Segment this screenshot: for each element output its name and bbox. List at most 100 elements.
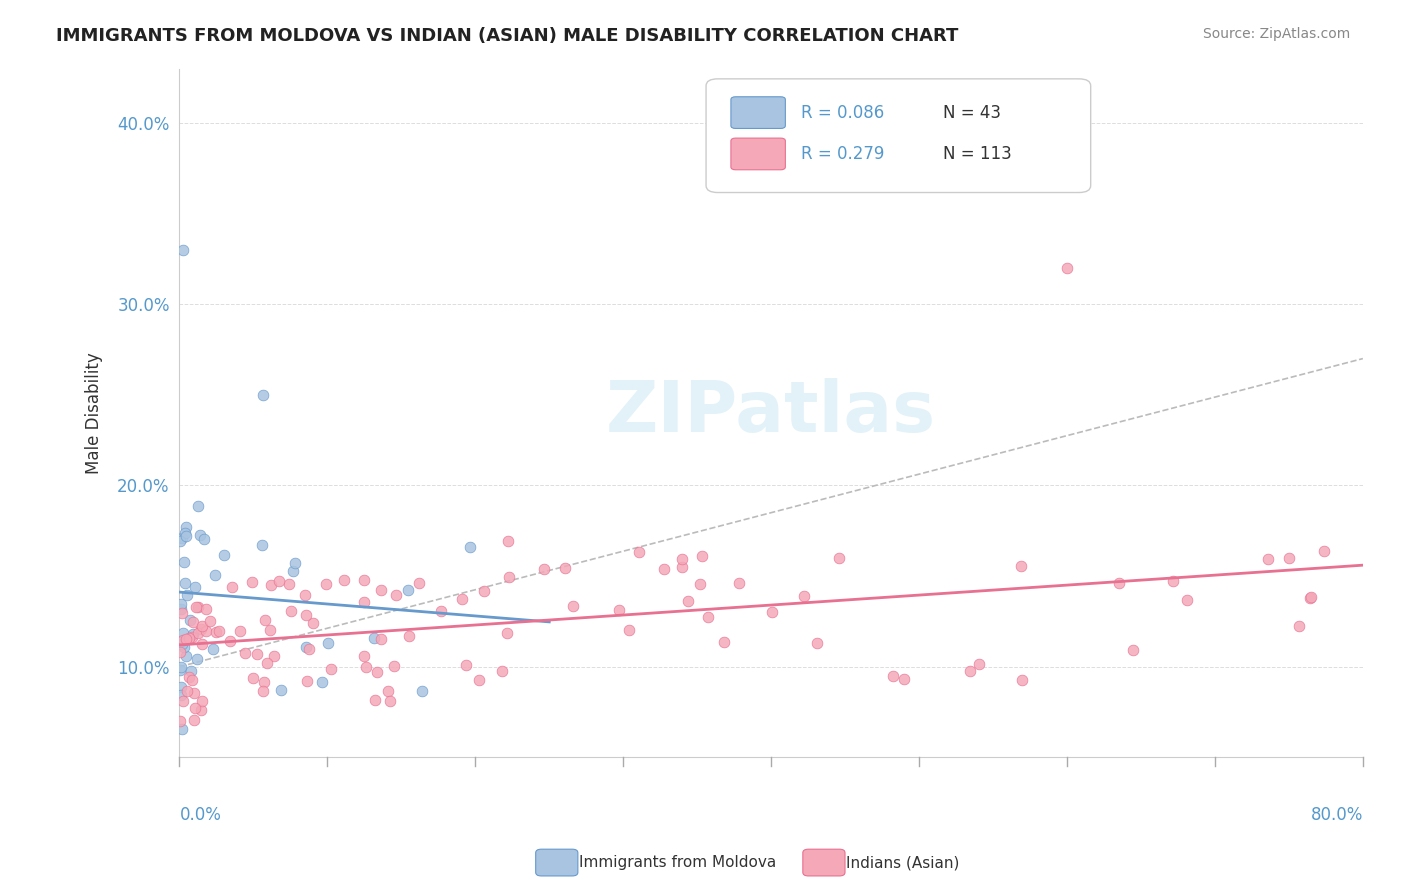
Point (174, 529, 197, 543)
Point (259, 623, 281, 637)
Point (212, 548, 235, 562)
Point (280, 604, 302, 618)
Point (191, 637, 214, 651)
Point (180, 665, 202, 679)
Point (828, 550, 851, 565)
Text: 0.0%: 0.0% (180, 805, 221, 823)
Point (205, 625, 228, 640)
Point (398, 582, 420, 597)
Point (260, 578, 283, 592)
Point (408, 576, 430, 591)
Point (173, 575, 195, 590)
Point (311, 675, 333, 690)
Point (382, 658, 405, 673)
Point (246, 647, 269, 661)
Point (1257, 552, 1279, 566)
Point (169, 663, 191, 677)
Point (294, 588, 316, 602)
Point (191, 693, 214, 707)
Point (495, 625, 517, 640)
Point (229, 624, 252, 638)
Point (294, 607, 316, 622)
Text: 80.0%: 80.0% (1310, 805, 1362, 823)
Point (561, 599, 583, 614)
Point (1301, 590, 1323, 604)
Point (1011, 673, 1033, 687)
Point (363, 693, 385, 707)
Point (173, 556, 195, 570)
Point (467, 673, 489, 687)
Point (184, 580, 207, 594)
Point (380, 694, 402, 708)
Point (689, 576, 711, 591)
Point (370, 582, 392, 597)
Point (617, 624, 640, 638)
Point (283, 564, 305, 578)
Point (187, 499, 209, 513)
Point (377, 684, 399, 698)
Point (252, 683, 274, 698)
Point (208, 624, 231, 638)
Point (297, 673, 319, 688)
Point (959, 664, 981, 678)
Point (174, 632, 197, 646)
FancyBboxPatch shape (731, 138, 786, 169)
Point (169, 533, 191, 548)
Point (169, 597, 191, 611)
Point (713, 635, 735, 649)
Point (172, 632, 194, 647)
Point (671, 552, 693, 566)
Point (882, 669, 904, 683)
Point (173, 640, 195, 654)
Point (370, 632, 392, 647)
Point (363, 631, 385, 645)
Point (173, 525, 195, 540)
Point (176, 684, 198, 698)
Point (186, 652, 208, 666)
Point (172, 694, 194, 708)
Point (184, 600, 207, 615)
Point (263, 648, 285, 663)
Point (170, 637, 193, 651)
Point (190, 527, 212, 541)
Point (628, 545, 651, 559)
Point (194, 601, 217, 615)
Point (793, 589, 815, 603)
Point (200, 614, 222, 628)
Point (172, 531, 194, 545)
Point (366, 665, 388, 679)
Point (353, 595, 375, 609)
Point (202, 641, 225, 656)
Point (240, 574, 263, 589)
Point (284, 556, 307, 570)
Point (1056, 260, 1078, 275)
Point (170, 607, 193, 621)
Point (183, 713, 205, 727)
Point (184, 701, 207, 715)
Point (893, 672, 915, 686)
Point (170, 660, 193, 674)
Point (411, 684, 433, 698)
Point (278, 576, 301, 591)
Point (806, 636, 828, 650)
Point (169, 601, 191, 615)
Point (491, 665, 513, 679)
Point (183, 615, 205, 630)
Point (690, 549, 713, 563)
Point (256, 656, 278, 670)
Point (187, 626, 209, 640)
Point (190, 703, 212, 717)
Point (1313, 543, 1336, 558)
Point (172, 243, 194, 257)
Point (195, 624, 218, 638)
Point (454, 657, 477, 672)
Point (253, 613, 276, 627)
Point (1175, 592, 1198, 607)
Point (219, 633, 242, 648)
Point (250, 538, 273, 552)
Point (301, 615, 323, 630)
Point (1010, 559, 1032, 574)
Point (652, 562, 675, 576)
Point (177, 670, 200, 684)
Point (176, 649, 198, 664)
